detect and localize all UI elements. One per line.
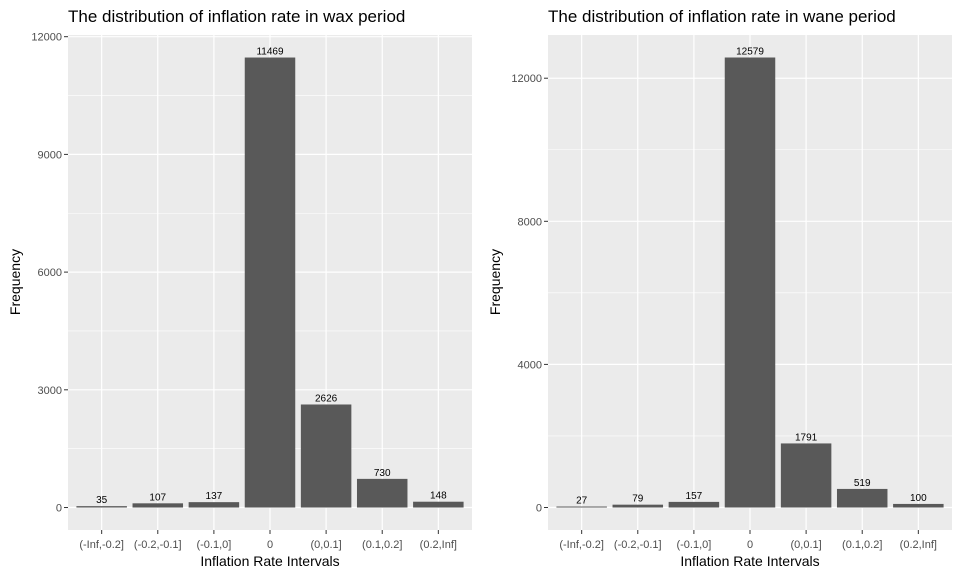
x-tick-label: 0 (267, 539, 273, 551)
bar (76, 506, 127, 508)
y-axis-title: Frequency (7, 249, 23, 315)
bar-value-label: 519 (854, 478, 871, 489)
bar (780, 443, 832, 508)
bar (668, 501, 720, 508)
x-axis-title: Inflation Rate Intervals (200, 553, 339, 569)
y-tick-label: 12000 (511, 73, 542, 85)
y-tick-label: 3000 (38, 385, 62, 397)
bar-value-label: 12579 (736, 47, 764, 58)
bar-value-label: 2626 (315, 393, 338, 404)
bar (612, 504, 664, 508)
bar-value-label: 730 (374, 468, 391, 479)
bar (413, 501, 464, 508)
x-tick-label: 0 (747, 539, 753, 551)
bar-value-label: 11469 (256, 47, 284, 58)
x-tick-label: (-0.2,-0.1] (614, 539, 662, 551)
bar-value-label: 107 (149, 492, 166, 503)
y-tick-label: 0 (536, 502, 542, 514)
chart-wax-period: The distribution of inflation rate in wa… (7, 7, 472, 569)
x-tick-label: (0,0.1] (791, 539, 822, 551)
bar-value-label: 79 (632, 494, 644, 505)
bar-value-label: 27 (576, 496, 588, 507)
x-tick-label: (-Inf,-0.2] (559, 539, 604, 551)
bar-value-label: 148 (430, 491, 447, 502)
x-tick-label: (0,0.1] (311, 539, 342, 551)
chart-title: The distribution of inflation rate in wa… (68, 7, 405, 26)
x-tick-label: (-0.1,0] (196, 539, 231, 551)
bar-value-label: 35 (96, 495, 108, 506)
x-tick-label: (-Inf,-0.2] (79, 539, 124, 551)
y-axis-title: Frequency (487, 249, 503, 315)
bar (300, 404, 352, 508)
bar-value-label: 100 (910, 493, 927, 504)
bar (356, 478, 408, 508)
bar (188, 502, 240, 508)
chart-wane-period: The distribution of inflation rate in wa… (487, 7, 952, 569)
x-tick-label: (0.2,Inf] (420, 539, 457, 551)
y-tick-label: 9000 (38, 149, 62, 161)
bar (724, 57, 776, 508)
bar (244, 57, 296, 508)
bar-value-label: 157 (686, 491, 703, 502)
y-tick-label: 6000 (38, 267, 62, 279)
x-tick-label: (-0.1,0] (676, 539, 711, 551)
x-tick-label: (-0.2,-0.1] (134, 539, 182, 551)
bar (836, 488, 888, 508)
bar (132, 503, 184, 508)
y-tick-label: 4000 (518, 359, 542, 371)
bar-value-label: 137 (206, 491, 223, 502)
bar-value-label: 1791 (795, 432, 818, 443)
y-tick-label: 8000 (518, 216, 542, 228)
bar (893, 503, 944, 508)
x-tick-label: (0.1,0.2] (362, 539, 402, 551)
y-tick-label: 0 (56, 503, 62, 515)
y-tick-label: 12000 (31, 32, 62, 44)
x-tick-label: (0.2,Inf] (900, 539, 937, 551)
chart-title: The distribution of inflation rate in wa… (548, 7, 896, 26)
x-axis-title: Inflation Rate Intervals (680, 553, 819, 569)
x-tick-label: (0.1,0.2] (842, 539, 882, 551)
bar (556, 506, 607, 508)
